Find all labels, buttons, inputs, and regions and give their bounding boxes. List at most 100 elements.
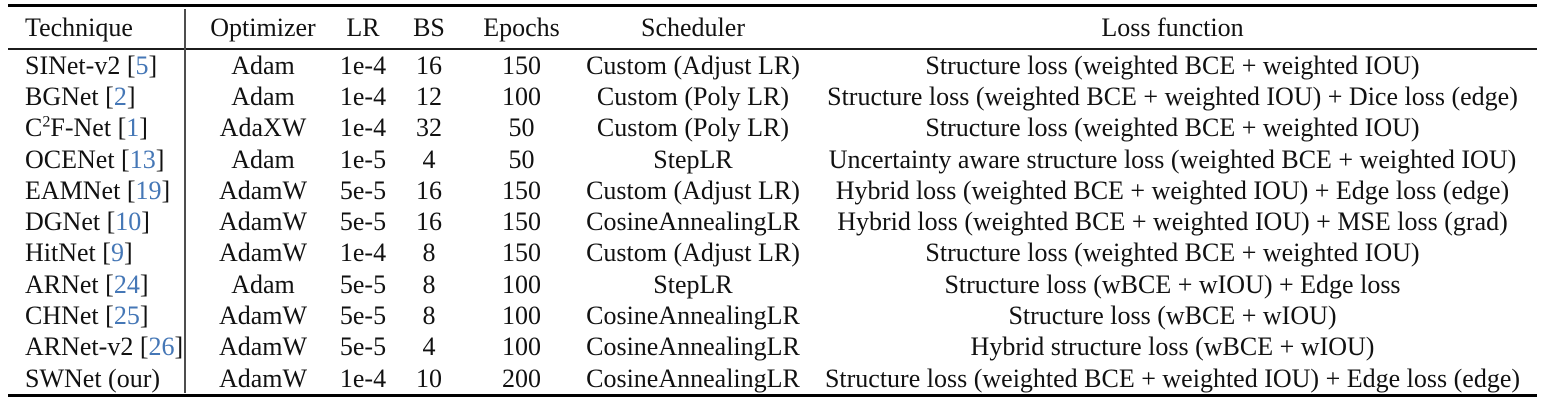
loss-cell: Hybrid loss (weighted BCE + weighted IOU…	[835, 175, 1510, 205]
bs-cell: 16	[416, 175, 442, 205]
epochs-cell: 150	[502, 50, 541, 80]
technique-superscript: 2	[42, 113, 51, 131]
citation-bracket: ]	[141, 207, 150, 237]
column-header-scheduler: Scheduler	[641, 12, 745, 42]
technique-cell: EAMNet [19]	[25, 175, 171, 205]
table-body: SINet-v2 [5] Adam 1e-4 16 150 Custom (Ad…	[8, 50, 1537, 394]
bs-cell: 12	[416, 81, 442, 111]
technique-cell: ARNet-v2 [26]	[25, 332, 184, 362]
lr-cell: 1e-5	[339, 144, 387, 174]
table-row: SINet-v2 [5] Adam 1e-4 16 150 Custom (Ad…	[8, 50, 1537, 81]
optimizer-cell: AdamW	[218, 363, 308, 393]
scheduler-cell: Custom (Poly LR)	[596, 113, 790, 143]
technique-cell: C2F-Net [1]	[25, 113, 148, 143]
table-top-rule	[8, 4, 1537, 7]
citation-link[interactable]: 5	[135, 50, 149, 80]
citation-bracket: ]	[161, 175, 171, 205]
technique-cell: CHNet [25]	[25, 301, 149, 331]
citation-bracket: [	[126, 175, 136, 205]
table-row: C2F-Net [1] AdaXW 1e-4 32 50 Custom (Pol…	[8, 113, 1537, 144]
loss-cell: Structure loss (weighted BCE + weighted …	[925, 50, 1420, 80]
bs-cell: 16	[416, 50, 442, 80]
technique-cell: DGNet [10]	[25, 207, 150, 237]
lr-cell: 5e-5	[339, 175, 387, 205]
citation-bracket: [	[117, 113, 127, 143]
scheduler-cell: Custom (Adjust LR)	[586, 238, 800, 268]
citation-link[interactable]: 26	[148, 332, 175, 362]
citation-bracket: ]	[174, 332, 184, 362]
column-header-epochs: Epochs	[483, 12, 560, 42]
loss-cell: Hybrid loss (weighted BCE + weighted IOU…	[837, 207, 1508, 237]
loss-cell: Structure loss (weighted BCE + weighted …	[925, 113, 1420, 143]
citation-link[interactable]: 2	[113, 81, 127, 111]
optimizer-cell: AdamW	[218, 238, 308, 268]
technique-cell: HitNet [9]	[25, 238, 133, 268]
epochs-cell: 150	[502, 207, 541, 237]
lr-cell: 1e-4	[339, 81, 387, 111]
table-header-row: Technique Optimizer LR BS Epochs Schedul…	[8, 7, 1537, 48]
epochs-cell: 100	[502, 269, 541, 299]
epochs-cell: 150	[502, 175, 541, 205]
citation-link[interactable]: 9	[110, 238, 124, 268]
lr-cell: 5e-5	[339, 207, 387, 237]
technique-cell: SWNet (our)	[25, 363, 161, 393]
loss-cell: Structure loss (weighted BCE + weighted …	[827, 81, 1518, 111]
table-row: EAMNet [19] AdamW 5e-5 16 150 Custom (Ad…	[8, 175, 1537, 206]
column-header-technique: Technique	[25, 12, 133, 42]
optimizer-cell: Adam	[231, 81, 295, 111]
citation-bracket: ]	[139, 113, 148, 143]
scheduler-cell: Custom (Poly LR)	[596, 81, 790, 111]
epochs-cell: 200	[502, 363, 541, 393]
table-header-rule	[8, 48, 1537, 50]
citation-bracket: ]	[139, 269, 149, 299]
column-header-optimizer: Optimizer	[210, 12, 316, 42]
table-row: HitNet [9] AdamW 1e-4 8 150 Custom (Adju…	[8, 238, 1537, 269]
loss-cell: Structure loss (weighted BCE + weighted …	[925, 238, 1420, 268]
optimizer-cell: AdaXW	[219, 113, 307, 143]
citation-bracket: [	[105, 301, 114, 331]
loss-cell: Structure loss (wBCE + wIOU) + Edge loss	[944, 269, 1401, 299]
bs-cell: 16	[416, 207, 442, 237]
table-bottom-rule	[8, 394, 1537, 398]
citation-link[interactable]: 25	[113, 301, 140, 331]
citation-link[interactable]: 1	[126, 113, 140, 143]
scheduler-cell: Custom (Adjust LR)	[586, 50, 800, 80]
citation-bracket: ]	[123, 238, 133, 268]
citation-bracket: [	[126, 50, 136, 80]
table-row: SWNet (our) AdamW 1e-4 10 200 CosineAnne…	[8, 363, 1537, 394]
citation-link[interactable]: 10	[115, 207, 142, 237]
citation-link[interactable]: 19	[135, 175, 162, 205]
lr-cell: 1e-4	[339, 113, 387, 143]
optimizer-cell: AdamW	[218, 207, 308, 237]
loss-cell: Hybrid structure loss (wBCE + wIOU)	[970, 332, 1375, 362]
lr-cell: 5e-5	[339, 332, 387, 362]
column-header-lr: LR	[346, 12, 380, 42]
lr-cell: 1e-4	[339, 363, 387, 393]
optimizer-cell: AdamW	[218, 332, 308, 362]
citation-bracket: [	[139, 332, 149, 362]
bs-cell: 4	[422, 332, 436, 362]
table-row: ARNet [24] Adam 5e-5 8 100 StepLR Struct…	[8, 269, 1537, 300]
loss-cell: Uncertainty aware structure loss (weight…	[828, 144, 1517, 174]
technique-column-divider	[184, 9, 186, 393]
column-header-bs: BS	[413, 12, 445, 42]
technique-cell: OCENet [13]	[25, 144, 165, 174]
bs-cell: 10	[416, 363, 442, 393]
scheduler-cell: CosineAnnealingLR	[586, 301, 800, 331]
bs-cell: 32	[416, 113, 442, 143]
technique-cell: SINet-v2 [5]	[25, 50, 158, 80]
epochs-cell: 100	[502, 81, 541, 111]
lr-cell: 5e-5	[339, 301, 387, 331]
column-header-loss-function: Loss function	[1101, 12, 1244, 42]
citation-link[interactable]: 24	[113, 269, 140, 299]
optimizer-cell: AdamW	[218, 301, 308, 331]
citation-link[interactable]: 13	[129, 144, 156, 174]
citation-bracket: ]	[126, 81, 136, 111]
loss-cell: Structure loss (wBCE + wIOU)	[1008, 301, 1337, 331]
loss-cell: Structure loss (weighted BCE + weighted …	[824, 363, 1521, 393]
lr-cell: 1e-4	[339, 50, 387, 80]
scheduler-cell: CosineAnnealingLR	[586, 332, 800, 362]
citation-bracket: [	[105, 269, 114, 299]
bs-cell: 8	[422, 301, 436, 331]
